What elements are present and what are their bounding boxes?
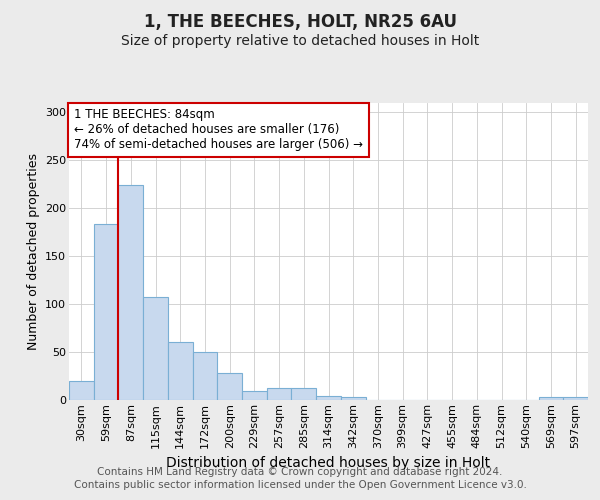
Bar <box>316 396 341 400</box>
Bar <box>267 388 292 400</box>
Bar <box>242 392 267 400</box>
Bar <box>193 352 217 400</box>
Bar <box>292 388 316 400</box>
Bar <box>143 298 168 400</box>
Bar <box>563 397 588 400</box>
Bar <box>94 224 118 400</box>
Bar <box>217 373 242 400</box>
Bar <box>539 397 563 400</box>
Text: 1, THE BEECHES, HOLT, NR25 6AU: 1, THE BEECHES, HOLT, NR25 6AU <box>143 14 457 32</box>
Bar <box>341 397 365 400</box>
Y-axis label: Number of detached properties: Number of detached properties <box>26 153 40 350</box>
Text: Size of property relative to detached houses in Holt: Size of property relative to detached ho… <box>121 34 479 48</box>
Bar <box>168 342 193 400</box>
Bar <box>69 381 94 400</box>
Bar <box>118 185 143 400</box>
Text: 1 THE BEECHES: 84sqm
← 26% of detached houses are smaller (176)
74% of semi-deta: 1 THE BEECHES: 84sqm ← 26% of detached h… <box>74 108 363 152</box>
X-axis label: Distribution of detached houses by size in Holt: Distribution of detached houses by size … <box>166 456 491 470</box>
Text: Contains HM Land Registry data © Crown copyright and database right 2024.
Contai: Contains HM Land Registry data © Crown c… <box>74 467 526 490</box>
